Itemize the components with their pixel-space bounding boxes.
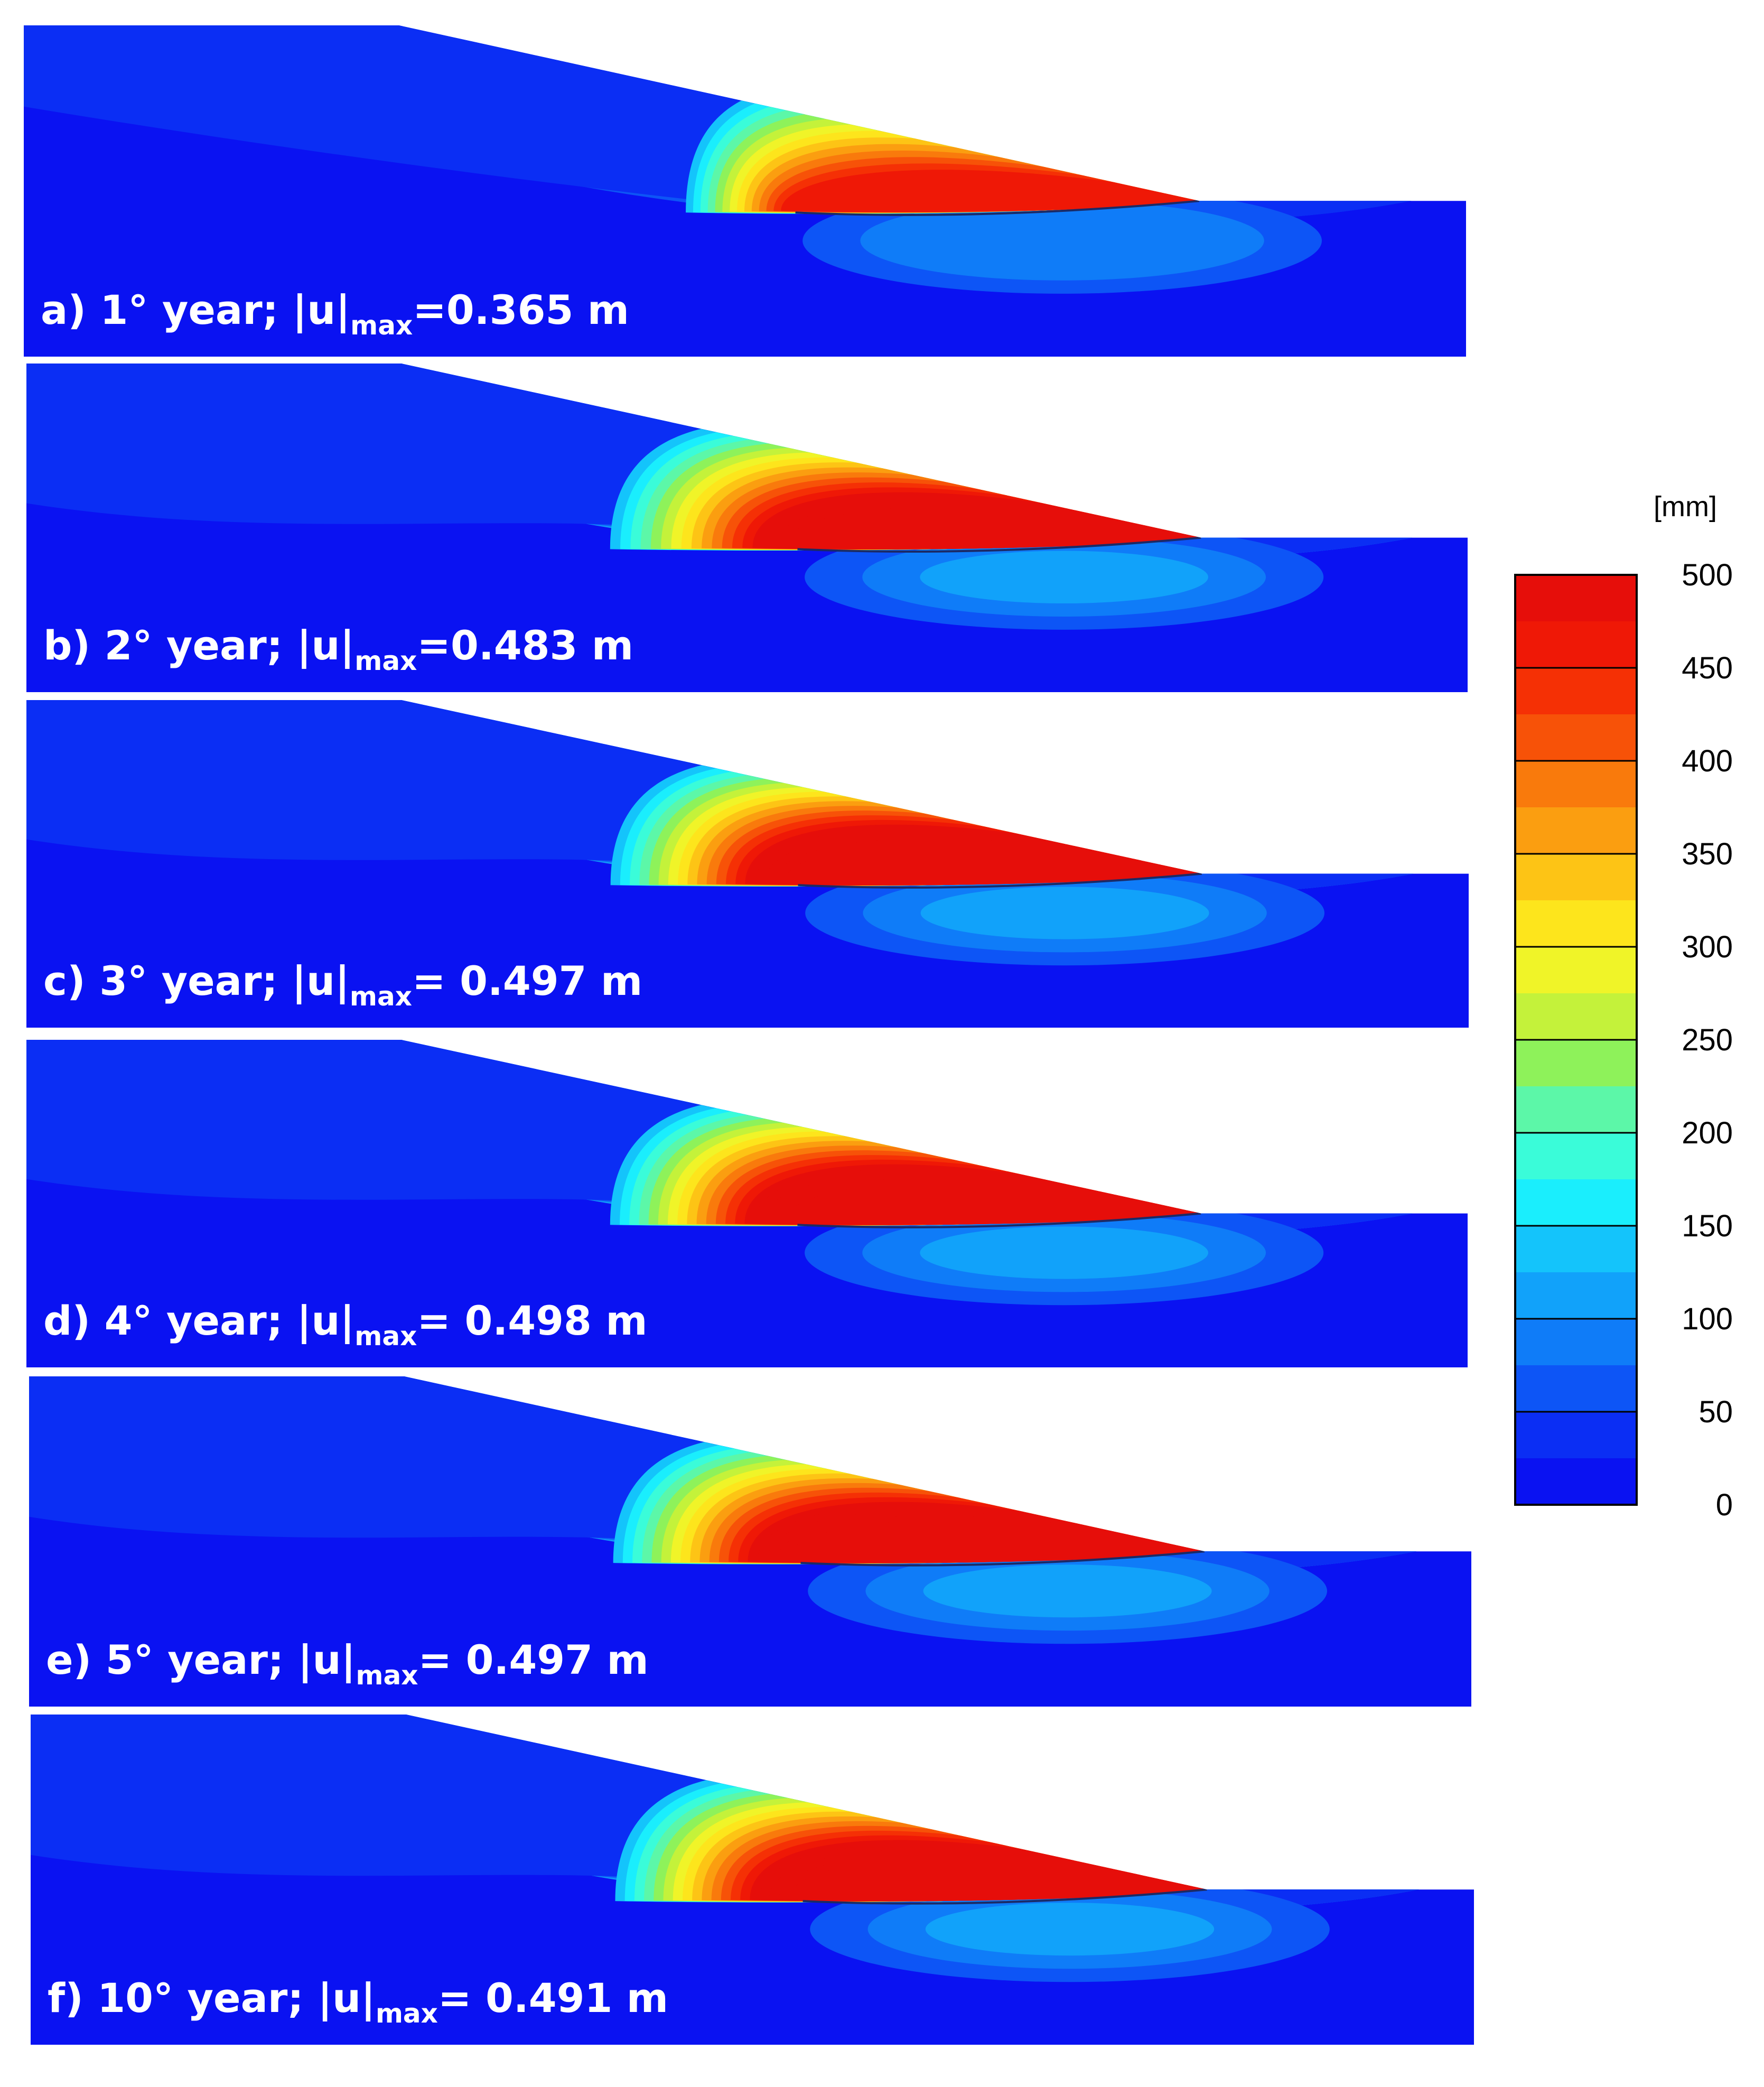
contour-band xyxy=(920,1226,1208,1279)
panel-label-subscript: max xyxy=(354,1321,417,1352)
panel-label-symbol: |u| xyxy=(318,1974,376,2022)
panel-label-subscript: max xyxy=(350,310,413,341)
panel-label-prefix: b) 2° year; xyxy=(43,622,297,669)
colorbar-band xyxy=(1515,854,1637,900)
slip-surface-line xyxy=(797,1212,1201,1228)
colorbar-band xyxy=(1515,1133,1637,1179)
colorbar-band xyxy=(1515,900,1637,947)
colorbar-band xyxy=(1515,1179,1637,1226)
panel-label-subscript: max xyxy=(350,981,412,1012)
colorbar-band xyxy=(1515,1319,1637,1365)
panel-label: e) 5° year; |u|max= 0.497 m xyxy=(46,1636,649,1691)
panel-label-value: =0.365 m xyxy=(413,286,629,333)
contour-band xyxy=(788,1858,1221,1901)
panel-label-value: = 0.497 m xyxy=(418,1636,649,1683)
colorbar-band xyxy=(1515,575,1637,621)
colorbar-tick-label: 50 xyxy=(1698,1395,1733,1429)
panel-label-prefix: c) 3° year; xyxy=(43,957,292,1004)
panel-label-value: = 0.497 m xyxy=(412,957,642,1004)
contour-panels: a) 1° year; |u|max=0.365 mb) 2° year; |u… xyxy=(24,25,1474,2045)
panel-label-symbol: |u| xyxy=(298,1636,356,1684)
panel-a: a) 1° year; |u|max=0.365 m xyxy=(24,25,1466,357)
panel-label: b) 2° year; |u|max=0.483 m xyxy=(43,622,633,676)
panel-label-value: = 0.498 m xyxy=(417,1297,647,1344)
colorbar-tick-label: 400 xyxy=(1682,744,1733,778)
colorbar-band xyxy=(1515,947,1637,993)
panel-label-prefix: d) 4° year; xyxy=(43,1297,297,1344)
panel-label-subscript: max xyxy=(356,1660,418,1691)
slip-surface-line xyxy=(795,200,1200,216)
panel-label-value: =0.483 m xyxy=(417,622,633,669)
contour-band xyxy=(786,1520,1219,1563)
slip-surface-line xyxy=(802,1888,1207,1905)
colorbar-band xyxy=(1515,668,1637,714)
contour-band xyxy=(925,1903,1215,1956)
panel-label-symbol: |u| xyxy=(297,1297,355,1345)
panel-e: e) 5° year; |u|max= 0.497 m xyxy=(29,1376,1471,1707)
colorbar-tick-label: 500 xyxy=(1682,558,1733,592)
panel-f: f) 10° year; |u|max= 0.491 m xyxy=(31,1715,1474,2045)
colorbar-band xyxy=(1515,1226,1637,1272)
contour-band xyxy=(920,887,1209,939)
panel-label-value: = 0.491 m xyxy=(438,1974,668,2021)
colorbar-band xyxy=(1515,621,1637,668)
colorbar-tick-label: 350 xyxy=(1682,837,1733,871)
colorbar-tick-label: 100 xyxy=(1682,1302,1733,1336)
panel-label: a) 1° year; |u|max=0.365 m xyxy=(41,286,629,341)
colorbar-tick-label: 250 xyxy=(1682,1023,1733,1057)
colorbar-tick-label: 150 xyxy=(1682,1209,1733,1243)
panel-label-subscript: max xyxy=(376,1998,438,2029)
panel-label-prefix: e) 5° year; xyxy=(46,1636,298,1683)
panel-label: d) 4° year; |u|max= 0.498 m xyxy=(43,1297,648,1352)
panel-label-symbol: |u| xyxy=(297,622,355,669)
slip-surface-line xyxy=(800,1550,1205,1567)
colorbar-band xyxy=(1515,1365,1637,1412)
panel-c: c) 3° year; |u|max= 0.497 m xyxy=(26,700,1469,1028)
contour-band xyxy=(783,1182,1216,1225)
colorbar-tick-label: 200 xyxy=(1682,1116,1733,1150)
colorbar-band xyxy=(1515,993,1637,1040)
colorbar-band xyxy=(1515,1272,1637,1319)
slip-surface-line xyxy=(797,536,1201,553)
contour-band xyxy=(781,170,1214,212)
colorbar-tick-label: 450 xyxy=(1682,651,1733,685)
panel-label-prefix: a) 1° year; xyxy=(41,286,293,333)
colorbar-band xyxy=(1515,1458,1637,1505)
contour-band xyxy=(920,551,1208,604)
panel-b: b) 2° year; |u|max=0.483 m xyxy=(26,364,1468,692)
panel-label: c) 3° year; |u|max= 0.497 m xyxy=(43,957,642,1012)
panel-d: d) 4° year; |u|max= 0.498 m xyxy=(26,1040,1468,1367)
colorbar-band xyxy=(1515,1040,1637,1086)
contour-band xyxy=(860,201,1264,281)
panel-label-symbol: |u| xyxy=(292,957,350,1005)
contour-band xyxy=(923,1564,1212,1618)
colorbar-band xyxy=(1515,1086,1637,1133)
colorbar-band xyxy=(1515,714,1637,761)
colorbar-band xyxy=(1515,1412,1637,1458)
contour-band xyxy=(783,843,1217,885)
colorbar-band xyxy=(1515,807,1637,854)
colorbar-unit-label: [mm] xyxy=(1654,491,1717,523)
panel-label-subscript: max xyxy=(354,646,417,676)
contour-band xyxy=(783,507,1216,549)
colorbar-frame xyxy=(1514,574,1638,1506)
colorbar-tick-label: 300 xyxy=(1682,930,1733,964)
panel-label-symbol: |u| xyxy=(293,286,351,334)
colorbar-tick-label: 0 xyxy=(1716,1488,1733,1522)
panel-label-prefix: f) 10° year; xyxy=(48,1974,318,2021)
panel-label: f) 10° year; |u|max= 0.491 m xyxy=(48,1974,668,2029)
colorbar-band xyxy=(1515,761,1637,807)
colorbar-bands xyxy=(1514,574,1638,1506)
slip-surface-line xyxy=(798,872,1202,889)
